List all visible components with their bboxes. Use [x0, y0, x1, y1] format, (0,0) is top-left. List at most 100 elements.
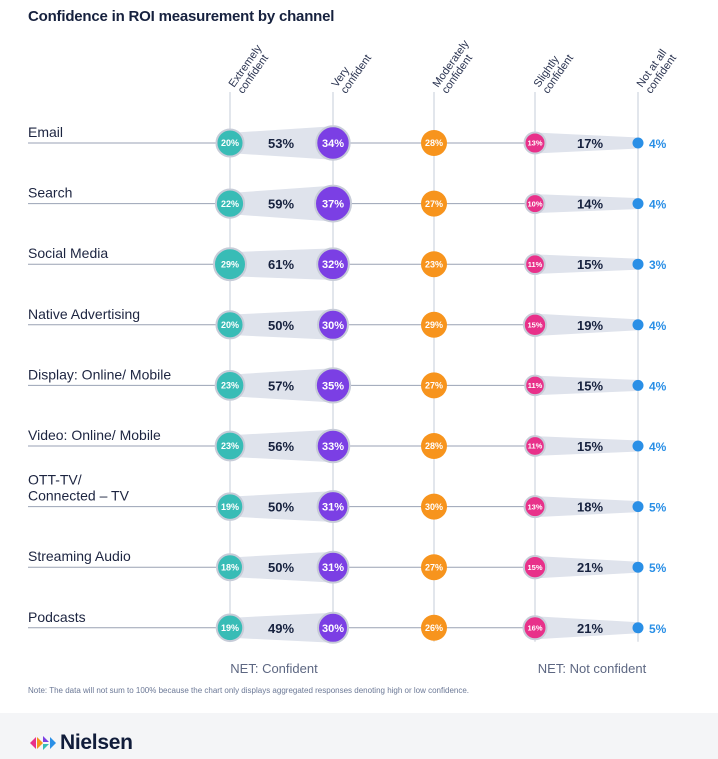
- not-at-all-confident-dot: [632, 440, 644, 452]
- moderately-confident-dot: [421, 433, 447, 459]
- moderately-confident-dot: [421, 190, 447, 217]
- row-2: Social Media 29% 32% 23% 11% 61% 15% 3%: [28, 245, 667, 282]
- row-7: Streaming Audio 18% 31% 27% 15% 50% 21% 5%: [28, 548, 667, 584]
- net-not-confident-band: [535, 254, 638, 275]
- extremely-confident-dot: [215, 492, 245, 521]
- moderately-confident-value: 27%: [425, 562, 443, 572]
- extremely-confident-dot: [214, 188, 246, 219]
- very-confident-value: 31%: [322, 562, 344, 574]
- net-confident-band: [230, 368, 333, 403]
- row-8: Podcasts 19% 30% 26% 16% 49% 21% 5%: [28, 609, 667, 644]
- very-confident-dot: [316, 490, 350, 524]
- slightly-confident-dot: [524, 374, 546, 397]
- extremely-confident-value: 23%: [221, 441, 239, 451]
- net-not-confident-value: 21%: [577, 621, 603, 636]
- extremely-confident-dot: [213, 247, 247, 282]
- not-at-all-confident-dot: [632, 379, 644, 391]
- net-not-confident-label: NET: Not confident: [538, 661, 647, 676]
- not-at-all-confident-value: 5%: [649, 561, 667, 575]
- channel-label: Connected – TV: [28, 488, 130, 504]
- very-confident-dot: [314, 184, 352, 223]
- row-1: Search 22% 37% 27% 10% 59% 14% 4%: [28, 184, 667, 223]
- net-confident-band: [230, 126, 333, 160]
- footnote: Note: The data will not sum to 100% beca…: [28, 686, 470, 695]
- not-at-all-confident-value: 5%: [649, 501, 667, 515]
- very-confident-value: 30%: [322, 623, 344, 635]
- extremely-confident-dot: [215, 310, 245, 340]
- net-confident-band: [230, 185, 333, 222]
- nielsen-logo: Nielsen: [30, 730, 150, 756]
- channel-label: Search: [28, 185, 72, 201]
- net-confident-band: [230, 612, 333, 643]
- channel-label: Video: Online/ Mobile: [28, 427, 161, 443]
- net-confident-value: 56%: [268, 439, 294, 454]
- channel-label: Podcasts: [28, 609, 86, 625]
- very-confident-dot: [316, 550, 350, 584]
- very-confident-value: 33%: [322, 441, 344, 453]
- net-confident-value: 50%: [268, 318, 294, 333]
- very-confident-value: 32%: [322, 259, 344, 271]
- chart-title: Confidence in ROI measurement by channel: [28, 8, 335, 25]
- net-not-confident-band: [535, 616, 638, 640]
- slightly-confident-value: 15%: [527, 563, 542, 572]
- very-confident-dot: [314, 367, 352, 404]
- slightly-confident-value: 13%: [527, 502, 542, 511]
- extremely-confident-dot: [215, 613, 245, 643]
- very-confident-dot: [317, 611, 349, 644]
- slightly-confident-dot: [524, 193, 546, 215]
- moderately-confident-dot: [421, 372, 447, 399]
- net-not-confident-band: [535, 194, 638, 214]
- moderately-confident-value: 26%: [425, 623, 443, 633]
- row-6: OTT-TV/Connected – TV 19% 31% 30% 13% 50% 18% 5…: [28, 472, 667, 524]
- not-at-all-confident-dot: [632, 258, 644, 270]
- not-at-all-confident-value: 4%: [649, 198, 667, 212]
- very-confident-value: 34%: [322, 138, 344, 150]
- net-not-confident-value: 21%: [577, 560, 603, 575]
- net-not-confident-value: 18%: [577, 500, 603, 515]
- not-at-all-confident-dot: [632, 622, 644, 634]
- net-confident-value: 57%: [268, 378, 294, 393]
- net-not-confident-value: 15%: [577, 257, 603, 272]
- slightly-confident-dot: [524, 435, 546, 457]
- net-not-confident-value: 15%: [577, 378, 603, 393]
- slightly-confident-dot: [523, 131, 547, 155]
- very-confident-dot: [317, 308, 349, 341]
- slightly-confident-value: 16%: [527, 624, 542, 633]
- slightly-confident-value: 10%: [527, 199, 542, 208]
- moderately-confident-value: 30%: [425, 502, 443, 512]
- extremely-confident-value: 19%: [221, 502, 239, 512]
- extremely-confident-dot: [215, 128, 245, 158]
- not-at-all-confident-value: 4%: [649, 379, 667, 393]
- very-confident-value: 31%: [322, 502, 344, 514]
- net-not-confident-value: 19%: [577, 318, 603, 333]
- slightly-confident-value: 13%: [527, 139, 542, 148]
- net-not-confident-value: 14%: [577, 197, 603, 212]
- net-confident-value: 50%: [268, 500, 294, 515]
- net-not-confident-band: [535, 132, 638, 154]
- slightly-confident-value: 11%: [528, 442, 543, 451]
- moderately-confident-dot: [421, 554, 447, 581]
- net-not-confident-value: 15%: [577, 439, 603, 454]
- footer-bar: Nielsen: [0, 713, 718, 759]
- extremely-confident-value: 20%: [221, 320, 239, 330]
- extremely-confident-value: 19%: [221, 623, 239, 633]
- very-confident-value: 30%: [322, 320, 344, 332]
- moderately-confident-value: 29%: [425, 320, 443, 330]
- extremely-confident-dot: [216, 553, 244, 582]
- extremely-confident-dot: [214, 430, 246, 462]
- extremely-confident-dot: [214, 370, 246, 401]
- net-confident-value: 61%: [268, 257, 294, 272]
- moderately-confident-value: 23%: [425, 259, 443, 269]
- channel-label: Native Advertising: [28, 306, 140, 322]
- extremely-confident-value: 22%: [221, 199, 239, 209]
- moderately-confident-dot: [421, 311, 447, 338]
- moderately-confident-dot: [421, 130, 447, 156]
- net-confident-value: 59%: [268, 197, 294, 212]
- extremely-confident-value: 18%: [221, 562, 239, 572]
- not-at-all-confident-dot: [632, 501, 644, 513]
- net-confident-band: [230, 429, 333, 463]
- extremely-confident-value: 29%: [221, 259, 239, 269]
